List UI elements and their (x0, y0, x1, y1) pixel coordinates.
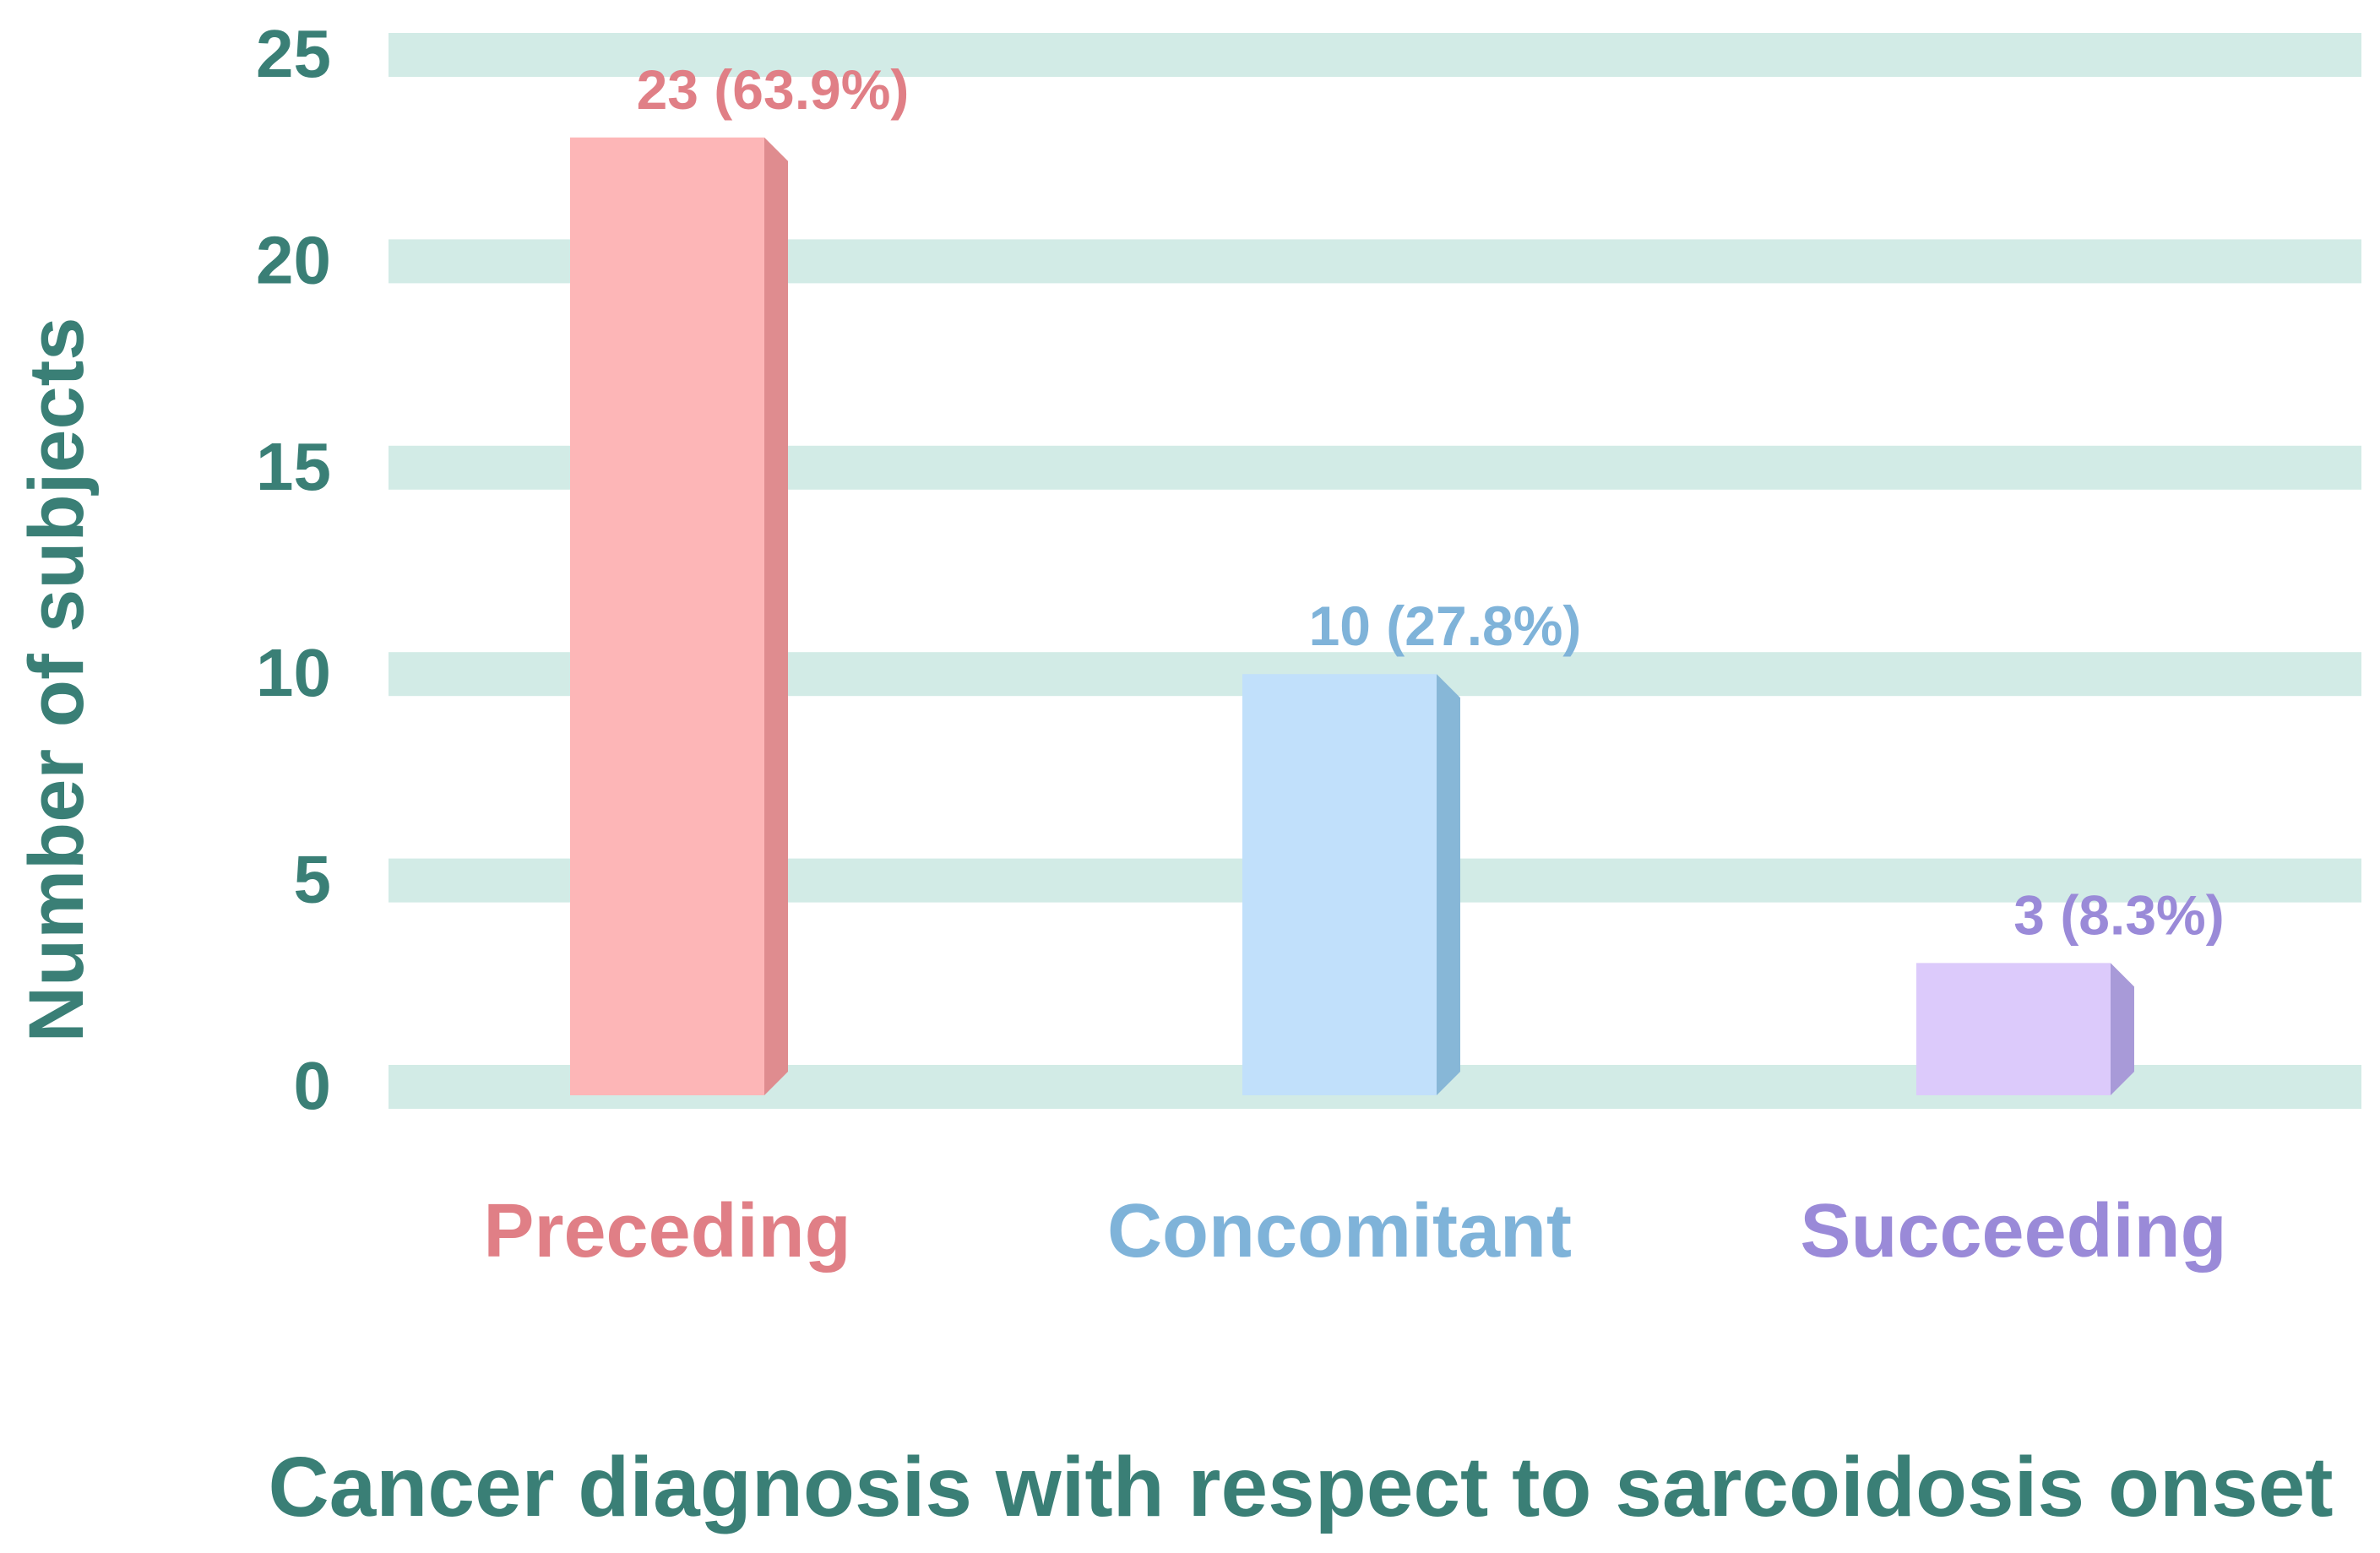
gridline (389, 33, 2361, 77)
x-category-label: Succeeding (1800, 1189, 2226, 1273)
y-tick-label: 5 (294, 842, 332, 917)
bar (1916, 963, 2111, 1095)
y-axis-title: Number of subjects (14, 318, 100, 1043)
y-axis-ticks: 0 5 10 15 20 25 (256, 16, 331, 1123)
bar-side (1437, 674, 1460, 1095)
bar (570, 137, 764, 1095)
bar-data-label: 3 (8.3%) (2013, 883, 2224, 946)
x-category-label: Preceding (483, 1189, 850, 1273)
y-tick-label: 25 (256, 16, 331, 91)
x-category-label: Concomitant (1107, 1189, 1572, 1273)
x-axis-categories: Preceding Concomitant Succeeding (483, 1189, 2226, 1273)
bar-side (764, 137, 788, 1095)
x-axis-title: Cancer diagnosis with respect to sarcoid… (268, 1440, 2333, 1534)
bar-data-label: 23 (63.9%) (637, 58, 910, 121)
y-tick-label: 20 (256, 222, 331, 297)
bar-side (2111, 963, 2134, 1095)
y-tick-label: 0 (294, 1048, 332, 1123)
bars (570, 137, 2134, 1095)
y-tick-label: 15 (256, 429, 331, 504)
y-tick-label: 10 (256, 635, 331, 710)
data-labels: 23 (63.9%) 10 (27.8%) 3 (8.3%) (637, 58, 2225, 947)
bar (1242, 674, 1437, 1095)
bar-data-label: 10 (27.8%) (1309, 595, 1582, 657)
